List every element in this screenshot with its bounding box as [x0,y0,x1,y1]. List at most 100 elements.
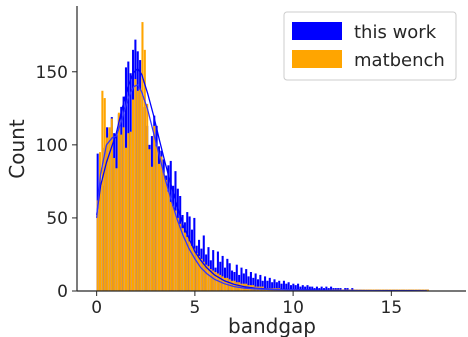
bar-this-work [216,251,219,291]
bar-matbench [219,274,222,291]
bar-matbench [101,90,104,292]
bar-this-work [264,276,267,291]
bar-this-work [280,283,283,291]
bar-matbench [160,156,163,291]
bar-matbench [117,112,120,291]
bar-this-work [311,286,314,291]
bar-this-work [339,288,342,291]
bar-this-work [334,288,337,291]
bar-this-work [337,288,340,291]
bar-this-work [266,280,269,291]
bar-matbench [136,90,139,292]
y-axis-title: Count [5,119,29,179]
bar-matbench [169,201,172,291]
bar-matbench [155,146,158,291]
bar-this-work [254,273,257,291]
bar-matbench [103,98,106,291]
bar-matbench [146,103,149,291]
bar-this-work [249,272,252,291]
bar-matbench [202,261,205,291]
bar-matbench [129,131,132,291]
bar-matbench [115,168,118,291]
bar-this-work [289,285,293,291]
bar-this-work [299,286,302,291]
bar-this-work [344,288,347,291]
y-tick-label: 0 [57,282,68,302]
bar-matbench [221,276,224,291]
bar-matbench [110,118,113,291]
kde-line-this-work [96,67,427,292]
bar-matbench [108,127,111,291]
bar-this-work [287,282,290,291]
bar-this-work [256,279,260,291]
bar-matbench [214,272,217,291]
bar-matbench [198,255,201,291]
bar-matbench [426,289,429,291]
bar-matbench [122,127,125,291]
bar-matbench [99,152,102,291]
bar-matbench [209,269,212,291]
bar-matbench [207,266,210,291]
bar-this-work [327,288,330,291]
bars-layer [96,22,429,292]
bar-this-work [228,263,231,291]
bar-this-work [351,288,354,291]
bar-matbench [143,49,146,291]
bar-matbench [179,223,182,291]
bar-matbench [165,179,168,291]
legend-label-this-work: this work [354,22,437,43]
bar-this-work [235,264,238,291]
bar-this-work [259,274,262,291]
bar-this-work [315,286,318,291]
bar-matbench [188,241,191,291]
x-tick-label: 0 [91,298,102,318]
legend-label-matbench: matbench [354,50,445,71]
y-tick-label: 50 [46,209,68,229]
bar-this-work [346,288,349,291]
bar-this-work [273,279,276,291]
bar-this-work [325,286,328,291]
bar-matbench [134,79,137,291]
bar-matbench [162,172,165,291]
bar-matbench [141,22,144,292]
bar-matbench [238,282,241,291]
bar-matbench [176,217,179,291]
bar-this-work [240,267,243,291]
bar-matbench [148,149,151,291]
bar-matbench [132,99,135,291]
bar-matbench [200,258,203,291]
bar-this-work [271,282,274,291]
bar-matbench [233,280,236,291]
x-tick-label: 15 [381,298,403,318]
bar-matbench [139,89,142,291]
bar-matbench [205,264,208,291]
legend-swatch-matbench [292,50,342,68]
bar-this-work [304,286,307,291]
bar-this-work [330,286,333,291]
y-tick-label: 150 [36,63,68,83]
bar-matbench [174,210,177,291]
bar-this-work [252,277,255,291]
bar-this-work [247,276,250,291]
bar-this-work [332,288,335,291]
y-tick-label: 100 [36,136,68,156]
bar-matbench [172,206,175,291]
bar-matbench [127,133,130,291]
x-tick-label: 5 [189,298,200,318]
bar-matbench [195,253,198,291]
kde-line-matbench [96,84,427,292]
bar-matbench [193,248,196,291]
bar-matbench [186,236,189,291]
bar-matbench [167,191,170,291]
bar-matbench [96,200,99,291]
bar-matbench [183,232,186,291]
bar-matbench [216,273,219,291]
bar-this-work [275,282,278,291]
bar-this-work [221,255,224,291]
bar-matbench [212,270,215,291]
bar-this-work [292,283,295,291]
bar-this-work [320,286,323,291]
bar-this-work [282,280,285,291]
